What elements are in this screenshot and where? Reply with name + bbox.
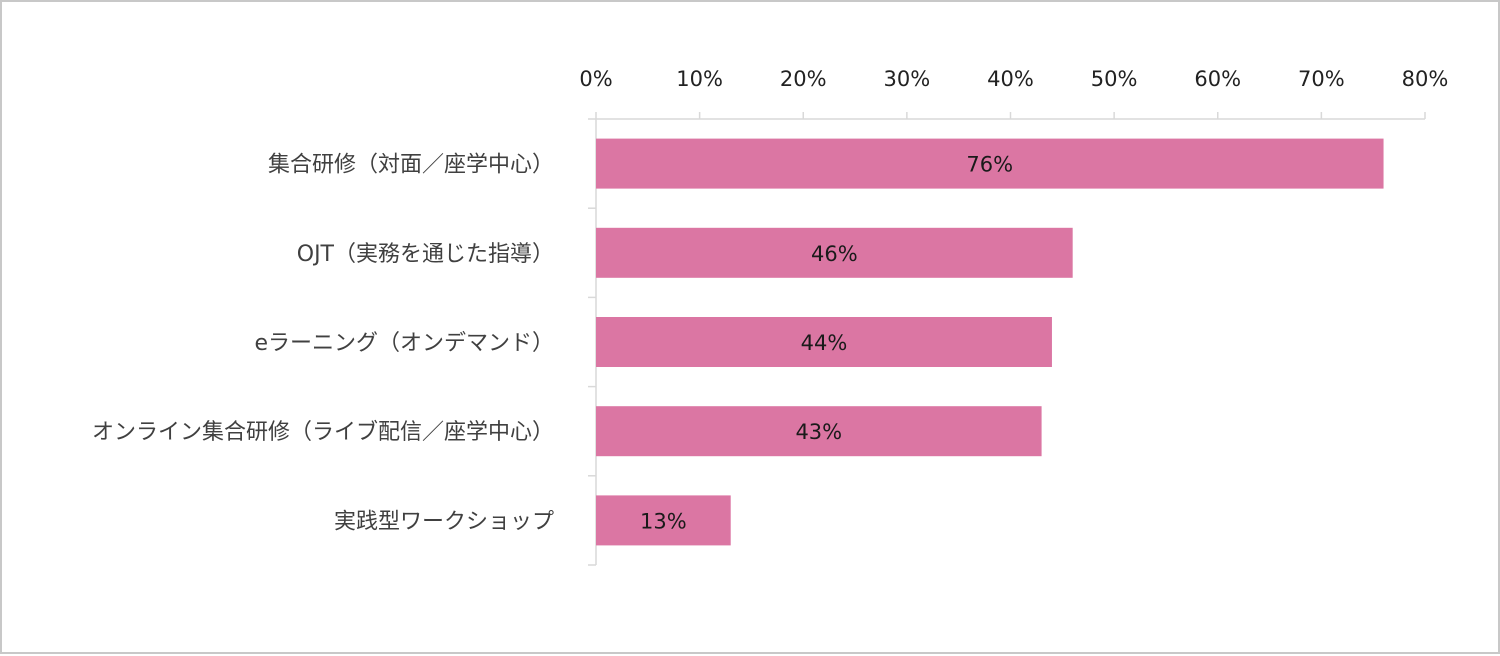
category-label: eラーニング（オンデマンド） xyxy=(254,331,554,356)
x-tick-label: 40% xyxy=(987,67,1034,91)
data-label: 76% xyxy=(966,153,1013,177)
data-label: 13% xyxy=(640,509,687,533)
x-tick-label: 50% xyxy=(1091,67,1138,91)
x-tick-label: 80% xyxy=(1402,67,1449,91)
x-tick-label: 10% xyxy=(676,67,723,91)
bar-3 xyxy=(596,317,1052,367)
bar-2 xyxy=(596,227,1073,278)
x-tick-label: 20% xyxy=(780,67,827,91)
x-tick-label: 70% xyxy=(1298,67,1345,91)
x-tick-label: 60% xyxy=(1194,67,1241,91)
category-label: オンライン集合研修（ライブ配信／座学中心） xyxy=(92,420,554,445)
category-label: 集合研修（対面／座学中心） xyxy=(268,153,554,178)
bar-1 xyxy=(596,138,1384,189)
data-label: 43% xyxy=(795,420,842,444)
x-tick-label: 0% xyxy=(579,67,612,91)
category-label: OJT（実務を通じた指導） xyxy=(297,242,554,267)
data-label: 44% xyxy=(801,331,848,355)
bar-4 xyxy=(596,406,1042,457)
bar-5 xyxy=(596,495,731,546)
x-tick-label: 30% xyxy=(884,67,931,91)
data-label: 46% xyxy=(811,242,858,266)
category-label: 実践型ワークショップ xyxy=(334,509,554,534)
